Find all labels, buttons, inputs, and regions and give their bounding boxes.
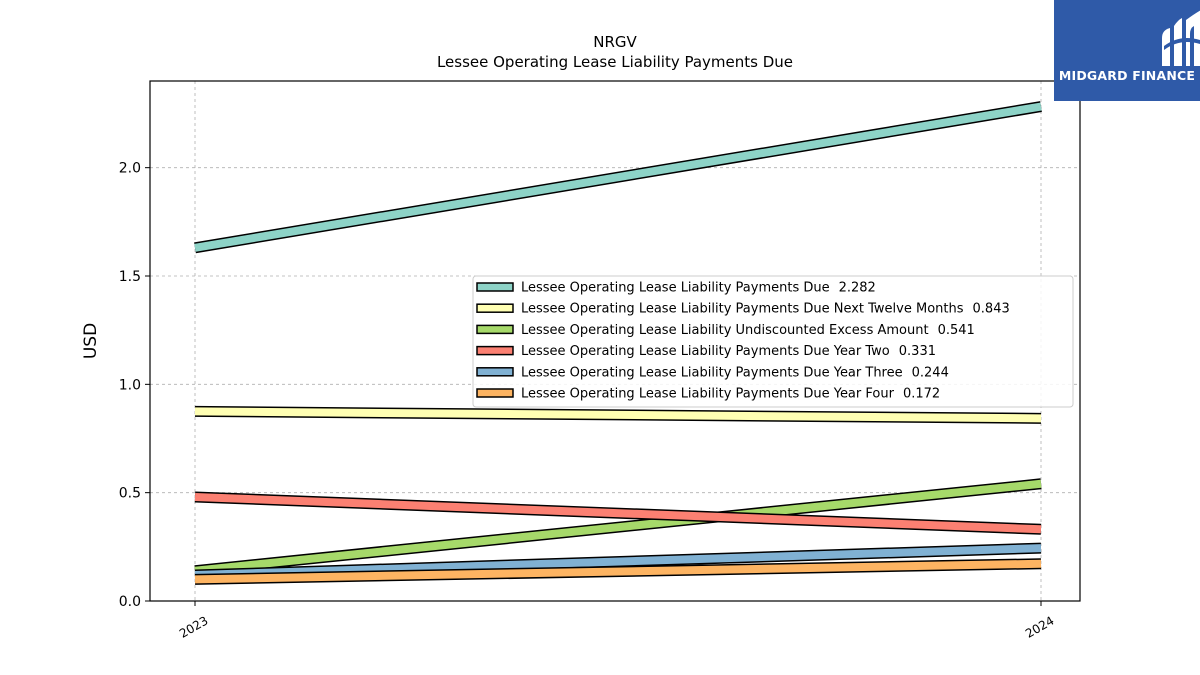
series-line-2 [194, 405, 1042, 424]
legend-swatch [476, 345, 514, 356]
legend-series-name: Lessee Operating Lease Liability Payment… [521, 387, 895, 402]
legend-swatch [476, 324, 514, 335]
plot-frame [149, 80, 1081, 602]
y-axis-label: USD [81, 323, 101, 359]
legend-series-value: 0.541 [938, 323, 975, 338]
legend-item: Lessee Operating Lease Liability Payment… [476, 302, 1010, 317]
legend-series-name: Lessee Operating Lease Liability Payment… [521, 344, 890, 359]
legend-swatch [476, 388, 514, 398]
series-line-fill [194, 493, 1042, 534]
legend-swatch [476, 303, 514, 313]
legend-series-name: Lessee Operating Lease Liability Payment… [521, 302, 964, 317]
chart-title: NRGV [593, 33, 637, 51]
legend-series-name: Lessee Operating Lease Liability Undisco… [521, 323, 929, 338]
series-line-5 [194, 542, 1042, 581]
legend-label: Lessee Operating Lease Liability Payment… [521, 281, 876, 296]
legend-label: Lessee Operating Lease Liability Payment… [521, 344, 936, 359]
legend-label: Lessee Operating Lease Liability Payment… [521, 387, 940, 402]
midgard-logo-icon [1162, 10, 1200, 66]
series-line-3 [194, 478, 1042, 577]
legend-series-name: Lessee Operating Lease Liability Payment… [521, 365, 903, 380]
legend-series-value: 2.282 [839, 281, 876, 296]
legend-label: Lessee Operating Lease Liability Payment… [521, 365, 949, 380]
series-line-fill [194, 407, 1042, 423]
y-tick-label: 1.5 [119, 269, 141, 285]
series-line-fill [194, 102, 1042, 252]
series-line-fill [194, 544, 1042, 579]
legend-label: Lessee Operating Lease Liability Undisco… [521, 323, 975, 338]
x-axis: 2023 2024 [177, 601, 1057, 641]
series-line-fill [194, 479, 1042, 575]
legend-box [472, 275, 1074, 408]
legend-item: Lessee Operating Lease Liability Payment… [476, 344, 936, 359]
chart-subtitle: Lessee Operating Lease Liability Payment… [437, 53, 793, 71]
x-tick-label: 2024 [1023, 613, 1056, 640]
series-line-4 [194, 491, 1042, 535]
legend-series-name: Lessee Operating Lease Liability Payment… [521, 281, 830, 296]
legend: Lessee Operating Lease Liability Payment… [472, 275, 1074, 408]
series-line-fill [194, 559, 1042, 584]
series-line-1 [194, 101, 1042, 254]
y-tick-label: 1.0 [119, 377, 141, 393]
midgard-logo: MIDGARD FINANCE [1054, 0, 1200, 101]
legend-swatch [476, 367, 514, 377]
y-tick-label: 2.0 [119, 161, 141, 177]
legend-series-value: 0.843 [973, 302, 1010, 317]
legend-series-value: 0.331 [899, 344, 936, 359]
legend-item: Lessee Operating Lease Liability Undisco… [476, 323, 975, 338]
legend-item: Lessee Operating Lease Liability Payment… [476, 365, 949, 380]
x-tick-label: 2023 [177, 613, 210, 640]
y-tick-label: 0.5 [119, 486, 141, 502]
y-tick-label: 0.0 [119, 594, 141, 610]
legend-series-value: 0.172 [903, 387, 940, 402]
logo-text: MIDGARD FINANCE [1058, 68, 1196, 83]
series-lines [194, 101, 1042, 585]
series-line-6 [194, 558, 1042, 585]
legend-item: Lessee Operating Lease Liability Payment… [476, 387, 940, 402]
legend-label: Lessee Operating Lease Liability Payment… [521, 302, 1010, 317]
legend-series-value: 0.244 [912, 365, 949, 380]
y-axis: 0.0 0.5 1.0 1.5 2.0 [119, 161, 150, 610]
legend-swatch [476, 282, 514, 292]
legend-item: Lessee Operating Lease Liability Payment… [476, 281, 876, 296]
